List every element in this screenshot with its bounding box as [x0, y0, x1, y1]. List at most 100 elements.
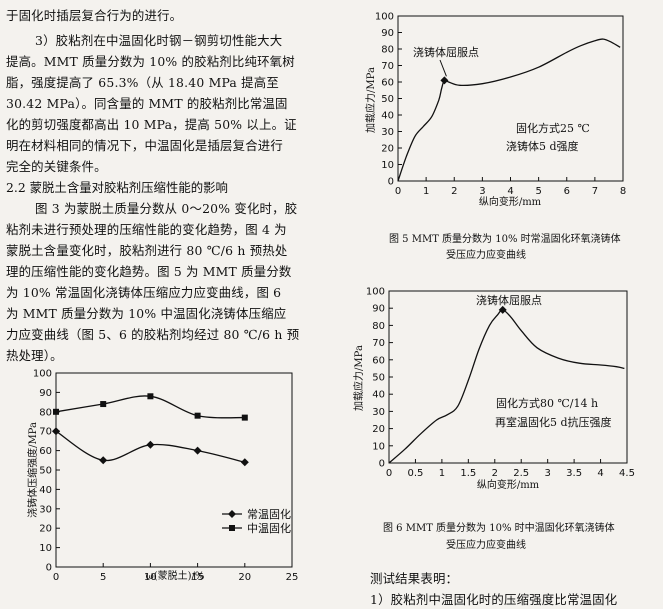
x-tick-label: 3: [479, 186, 485, 197]
paragraph-line: 图 3 为蒙脱土质量分数从 0～20% 变化时，胶: [35, 201, 298, 216]
y-tick-label: 70: [372, 338, 385, 349]
y-tick-label: 40: [39, 485, 52, 496]
data-point-square: [100, 401, 107, 408]
x-tick-label: 10: [144, 572, 157, 583]
y-tick-label: 40: [381, 111, 394, 122]
y-tick-label: 0: [46, 563, 52, 574]
annotation-cure-method: 固化方式80 ℃/14 h: [496, 396, 598, 410]
paragraph-line: 脂，强度提高了 65.3%（从 18.40 MPa 提高至: [6, 75, 279, 90]
figure-caption: 受压应力应变曲线: [446, 540, 526, 551]
y-tick-label: 80: [381, 45, 394, 56]
x-axis-label: ω(蒙脱土)/%: [146, 569, 205, 582]
y-tick-label: 30: [39, 504, 52, 515]
x-tick-label: 3.5: [566, 468, 582, 479]
data-point-square: [194, 412, 201, 419]
y-tick-label: 20: [381, 144, 394, 155]
paragraph-line: 完全的关键条件。: [6, 159, 107, 174]
x-tick-label: 5: [535, 186, 541, 197]
annotation-strength: 浇铸体5 d强度: [506, 139, 579, 153]
x-tick-label: 1.5: [460, 468, 476, 479]
x-tick-label: 25: [286, 572, 299, 583]
data-point-diamond: [240, 458, 249, 467]
y-tick-label: 10: [39, 543, 52, 554]
y-tick-label: 90: [39, 388, 52, 399]
y-tick-label: 0: [388, 177, 394, 188]
paragraph-line: 蒙脱土含量变化时，胶粘剂进行 80 ℃/6 h 预热处: [6, 243, 288, 258]
figure-caption: 受压应力应变曲线: [446, 250, 526, 261]
y-tick-label: 50: [372, 373, 385, 384]
y-tick-label: 30: [372, 407, 385, 418]
paragraph-line: 为 10% 常温固化浇铸体压缩应力应变曲线，图 6: [6, 285, 282, 300]
yield-point-marker: [440, 76, 449, 85]
annotation-strength: 再室温固化5 d抗压强度: [495, 415, 612, 429]
y-tick-label: 0: [379, 459, 385, 470]
x-tick-label: 0.5: [407, 468, 423, 479]
x-tick-label: 2: [492, 468, 498, 479]
data-point-diamond: [99, 456, 108, 465]
legend-marker-square: [229, 525, 235, 531]
x-tick-label: 2.5: [513, 468, 529, 479]
x-tick-label: 0: [386, 468, 392, 479]
paragraph-line: 力应变曲线（图 5、6 的胶粘剂均经过 80 ℃/6 h 预: [6, 327, 300, 342]
x-axis-label: 纵向变形/mm: [479, 195, 542, 208]
y-tick-label: 40: [372, 390, 385, 401]
y-tick-label: 90: [381, 28, 394, 39]
x-tick-label: 0: [395, 186, 401, 197]
legend-label: 常温固化: [247, 507, 291, 521]
data-point-square: [53, 408, 59, 415]
paragraph-line: 明在材料相同的情况下，中温固化是插层复合进行: [6, 138, 283, 153]
y-tick-label: 100: [366, 287, 385, 298]
x-tick-label: 5: [100, 572, 106, 583]
legend-marker-diamond: [228, 510, 236, 518]
x-tick-label: 7: [592, 186, 598, 197]
yield-point-marker: [498, 305, 507, 314]
data-point-diamond: [193, 446, 202, 455]
y-tick-label: 30: [381, 127, 394, 138]
annotation-yield-label: 浇铸体屈服点: [413, 45, 479, 59]
y-tick-label: 60: [39, 446, 52, 457]
y-tick-label: 80: [372, 321, 385, 332]
y-tick-label: 100: [33, 369, 52, 380]
section-heading: 2.2 蒙脱土含量对胶粘剂压缩性能的影响: [6, 180, 228, 195]
x-tick-label: 3: [544, 468, 550, 479]
x-tick-label: 4: [597, 468, 603, 479]
data-point-square: [241, 414, 248, 421]
annotation-yield-label: 浇铸体屈服点: [476, 293, 542, 307]
y-tick-label: 100: [375, 12, 394, 23]
x-tick-label: 8: [620, 186, 626, 197]
paragraph-line: 于固化时插层复合行为的进行。: [6, 8, 183, 23]
y-tick-label: 90: [372, 304, 385, 315]
x-tick-label: 6: [564, 186, 570, 197]
y-axis-label: 浇铸体压缩强度/MPa: [26, 422, 39, 518]
data-point-diamond: [146, 440, 155, 449]
paragraph-line: 1）胶粘剂中温固化时的压缩强度比常温固化: [370, 592, 618, 607]
y-tick-label: 50: [39, 466, 52, 477]
x-tick-label: 2: [451, 186, 457, 197]
y-axis-label: 加载应力/MPa: [352, 345, 365, 411]
paragraph-line: 测试结果表明：: [370, 571, 459, 586]
paragraph-line: 热处理）。: [6, 348, 63, 363]
x-axis-label: 纵向变形/mm: [477, 478, 540, 491]
y-tick-label: 60: [381, 78, 394, 89]
paragraph-line: 30.42 MPa）。同含量的 MMT 的胶粘剂比常温固: [6, 96, 288, 111]
y-tick-label: 80: [39, 407, 52, 418]
y-tick-label: 20: [39, 524, 52, 535]
x-tick-label: 15: [191, 572, 204, 583]
y-axis-label: 加载应力/MPa: [364, 67, 377, 133]
legend-label: 中温固化: [247, 521, 291, 535]
plot-frame: [388, 290, 628, 464]
y-tick-label: 70: [39, 427, 52, 438]
series-line: [397, 38, 621, 182]
annotation-leader-line: [439, 59, 447, 77]
y-tick-label: 20: [372, 424, 385, 435]
paragraph-line: 3）胶粘剂在中温固化时钢－钢剪切性能大大: [35, 33, 283, 48]
x-tick-label: 1: [439, 468, 445, 479]
paragraph-line: 粘剂未进行预处理的压缩性能的变化趋势，图 4 为: [6, 222, 287, 237]
y-tick-label: 50: [381, 94, 394, 105]
x-tick-label: 20: [238, 572, 251, 583]
x-tick-label: 4: [507, 186, 513, 197]
figure-caption: 图 6 MMT 质量分数为 10% 时中温固化环氧浇铸体: [383, 523, 615, 534]
paragraph-line: 化的剪切强度都高出 10 MPa，提高 50% 以上。证: [6, 117, 297, 132]
